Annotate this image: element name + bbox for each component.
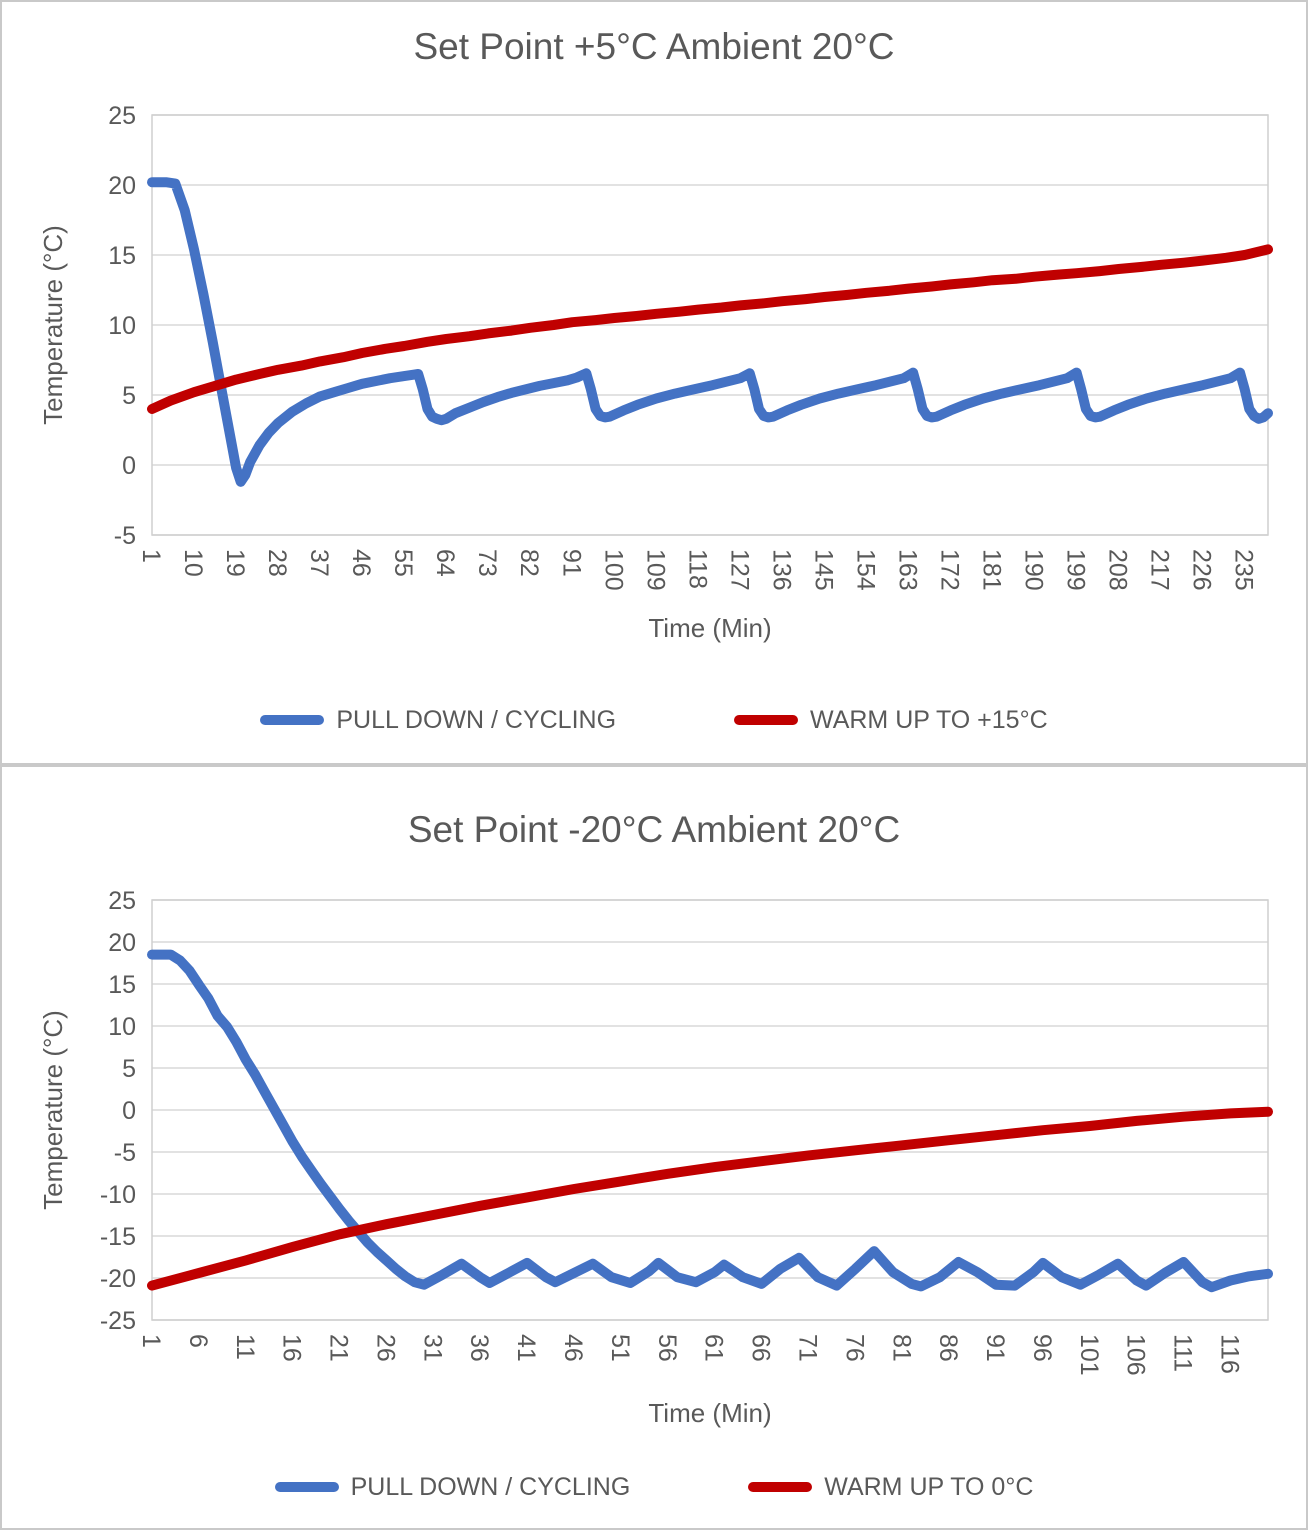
y-tick-label: -25	[100, 1307, 136, 1335]
x-tick-label: 106	[1122, 1334, 1150, 1376]
legend-item-warm-up: WARM UP TO +15°C	[734, 706, 1048, 735]
y-tick-label: 25	[108, 102, 136, 130]
x-tick-label: 41	[512, 1334, 540, 1362]
x-tick-label: 10	[179, 549, 207, 577]
x-tick-label: 76	[840, 1334, 868, 1362]
x-tick-label: 1	[137, 1334, 165, 1348]
legend-item-pull-down: PULL DOWN / CYCLING	[260, 706, 616, 735]
x-tick-label: 91	[981, 1334, 1009, 1362]
x-tick-label: 1	[137, 549, 165, 563]
chart-panel-setpoint-plus5: Set Point +5°C Ambient 20°C -5 0 5 10 15 20 25…	[0, 0, 1308, 765]
x-tick-label: 100	[599, 549, 627, 591]
chart-canvas-setpoint-plus5: -5 0 5 10 15 20 25 1 10 19 28 37 46 55 64 73 82 91 100 109 1…	[38, 102, 1273, 643]
x-tick-label: 154	[851, 549, 879, 591]
x-tick-label: 136	[767, 549, 795, 591]
x-tick-label: 127	[725, 549, 753, 591]
x-tick-label: 46	[559, 1334, 587, 1362]
x-tick-label: 71	[793, 1334, 821, 1362]
y-tick-label: 10	[108, 1013, 136, 1041]
x-tick-label: 199	[1062, 549, 1090, 591]
legend-swatch-warm-up	[734, 715, 799, 725]
x-tick-label: 55	[389, 549, 417, 577]
x-tick-label: 101	[1075, 1334, 1103, 1376]
x-tick-label: 28	[263, 549, 291, 577]
x-tick-label: 26	[371, 1334, 399, 1362]
x-tick-label: 56	[653, 1334, 681, 1362]
series-warm-up-to-0-c	[147, 1106, 1273, 1291]
series-pull-down-cycling	[147, 177, 1273, 487]
x-tick-label: 96	[1028, 1334, 1056, 1362]
chart-legend: PULL DOWN / CYCLING WARM UP TO 0°C	[2, 1470, 1306, 1504]
chart-title: Set Point +5°C Ambient 20°C	[413, 26, 895, 67]
legend-label-warm-up: WARM UP TO 0°C	[824, 1472, 1034, 1501]
y-tick-label: 0	[122, 452, 136, 480]
chart-panel-setpoint-minus20: Set Point -20°C Ambient 20°C -25 -20 -15 -1…	[0, 765, 1308, 1530]
y-tick-label: 0	[122, 1097, 136, 1125]
x-axis-title: Time (Min)	[648, 613, 771, 643]
x-tick-label: 235	[1230, 549, 1258, 591]
y-tick-label: 20	[108, 172, 136, 200]
chart-legend: PULL DOWN / CYCLING WARM UP TO +15°C	[2, 703, 1306, 737]
x-tick-label: 36	[465, 1334, 493, 1362]
x-tick-label: 64	[431, 549, 459, 577]
x-tick-label: 37	[305, 549, 333, 577]
y-tick-label: 10	[108, 312, 136, 340]
legend-swatch-warm-up	[748, 1482, 813, 1492]
x-tick-label: 109	[641, 549, 669, 591]
x-tick-label: 226	[1188, 549, 1216, 591]
legend-item-warm-up: WARM UP TO 0°C	[748, 1473, 1033, 1502]
y-tick-label: -5	[114, 522, 136, 550]
x-tick-label: 190	[1020, 549, 1048, 591]
x-tick-label: 6	[184, 1334, 212, 1348]
x-tick-label: 21	[325, 1334, 353, 1362]
y-axis-title: Temperature (°C)	[38, 225, 68, 425]
legend-item-pull-down: PULL DOWN / CYCLING	[274, 1472, 631, 1502]
x-axis-title: Time (Min)	[648, 1398, 771, 1428]
series-pull-down-cycling	[147, 949, 1273, 1293]
x-tick-label: 11	[231, 1334, 259, 1360]
y-tick-label: 25	[108, 887, 136, 915]
x-tick-label: 16	[278, 1334, 306, 1362]
x-tick-label: 73	[473, 549, 501, 577]
x-tick-label: 46	[347, 549, 375, 577]
y-tick-label: 5	[122, 382, 136, 410]
x-tick-label: 19	[221, 549, 249, 577]
x-tick-label: 111	[1169, 1334, 1197, 1372]
legend-label-pull-down: PULL DOWN / CYCLING	[336, 705, 617, 734]
x-tick-label: 91	[557, 549, 585, 577]
x-tick-label: 86	[934, 1334, 962, 1362]
legend-swatch-pull-down	[260, 715, 325, 725]
x-tick-label: 66	[747, 1334, 775, 1362]
x-tick-label: 61	[700, 1334, 728, 1362]
x-tick-label: 82	[515, 549, 543, 577]
legend-swatch-pull-down	[274, 1482, 339, 1492]
series-warm-up-to-15-c	[147, 244, 1273, 414]
x-tick-label: 116	[1215, 1334, 1243, 1374]
legend-label-pull-down: PULL DOWN / CYCLING	[350, 1472, 631, 1501]
x-tick-label: 172	[935, 549, 963, 591]
x-tick-label: 208	[1104, 549, 1132, 591]
x-tick-label: 163	[893, 549, 921, 591]
plot-border	[151, 114, 1269, 536]
x-tick-label: 31	[418, 1334, 446, 1362]
y-tick-label: -10	[100, 1181, 136, 1209]
y-tick-label: -15	[100, 1223, 136, 1251]
y-tick-label: 15	[108, 242, 136, 270]
chart-title: Set Point -20°C Ambient 20°C	[407, 809, 901, 850]
x-tick-label: 51	[606, 1334, 634, 1362]
y-tick-label: 20	[108, 929, 136, 957]
y-tick-label: 15	[108, 971, 136, 999]
x-tick-label: 81	[887, 1334, 915, 1362]
x-tick-label: 145	[809, 549, 837, 591]
x-tick-label: 217	[1146, 549, 1174, 591]
y-tick-label: -20	[100, 1265, 136, 1293]
y-axis-title: Temperature (°C)	[38, 1010, 68, 1210]
x-tick-label: 118	[683, 549, 711, 589]
y-tick-label: 5	[122, 1055, 136, 1083]
legend-label-warm-up: WARM UP TO +15°C	[810, 705, 1048, 734]
y-tick-label: -5	[114, 1139, 136, 1167]
x-tick-label: 181	[978, 549, 1006, 591]
